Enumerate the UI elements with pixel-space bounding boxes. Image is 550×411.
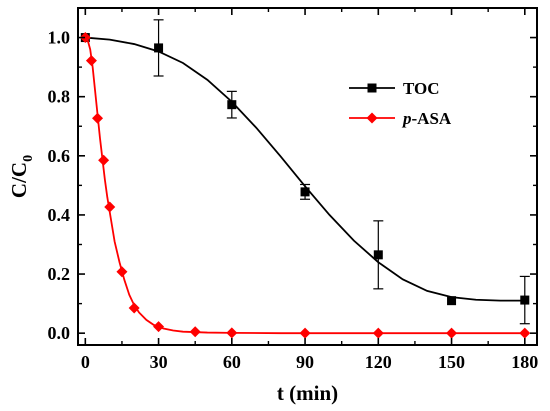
pasa-marker [519, 327, 531, 339]
y-axis-title-subscript: 0 [21, 155, 36, 162]
toc-marker [447, 296, 457, 306]
pasa-series [79, 32, 531, 339]
toc-marker [154, 43, 164, 53]
x-tick-label: 120 [365, 352, 392, 372]
legend-label-italic: p [401, 109, 412, 128]
y-axis-title-main: C/C [7, 162, 31, 198]
y-tick-label: 0.0 [48, 323, 71, 343]
pasa-marker [153, 321, 165, 333]
plot-area [79, 19, 531, 339]
toc-marker [300, 187, 310, 197]
pasa-marker [189, 326, 201, 338]
x-tick-label: 0 [81, 352, 90, 372]
y-tick-label: 0.6 [48, 146, 71, 166]
axis-ticks [78, 8, 537, 345]
toc-series [80, 19, 530, 325]
axis-tick-labels: 0 30 60 90 120 150 180 0.0 0.2 0.4 0.6 0.8 1.0 [48, 28, 539, 372]
plot-frame [77, 7, 538, 346]
y-tick-label: 0.2 [48, 264, 71, 284]
toc-legend-label: TOC [403, 79, 440, 98]
pasa-marker [116, 266, 128, 278]
x-tick-label: 90 [296, 352, 314, 372]
pasa-marker [128, 302, 140, 314]
pasa-marker [98, 154, 110, 166]
legend: TOC p-ASA [349, 79, 452, 128]
pasa-legend-item: p-ASA [349, 109, 452, 128]
legend-label-text: TOC [403, 79, 440, 98]
pasa-marker [226, 327, 238, 339]
pasa-marker [446, 327, 458, 339]
pasa-marker [104, 201, 116, 213]
toc-legend-item: TOC [349, 79, 440, 98]
pasa-marker [366, 112, 378, 124]
y-tick-label: 0.4 [48, 205, 71, 225]
toc-fit-line [85, 36, 525, 302]
toc-marker [520, 295, 530, 305]
x-tick-label: 30 [150, 352, 168, 372]
toc-marker [227, 100, 237, 110]
y-tick-label: 0.8 [48, 87, 71, 107]
y-tick-label: 1.0 [48, 28, 71, 48]
y-axis-title: C/C0 [7, 155, 36, 198]
pasa-marker [85, 55, 97, 67]
x-axis-title: t (min) [277, 381, 338, 405]
toc-marker [367, 83, 377, 93]
pasa-marker [299, 327, 311, 339]
pasa-marker [92, 112, 104, 124]
pasa-marker [79, 32, 91, 44]
pasa-legend-label: p-ASA [401, 109, 452, 128]
pasa-marker [372, 327, 384, 339]
x-tick-label: 180 [511, 352, 538, 372]
x-tick-label: 150 [438, 352, 465, 372]
x-tick-label: 60 [223, 352, 241, 372]
toc-marker [373, 250, 383, 260]
legend-label-text: -ASA [412, 109, 452, 128]
